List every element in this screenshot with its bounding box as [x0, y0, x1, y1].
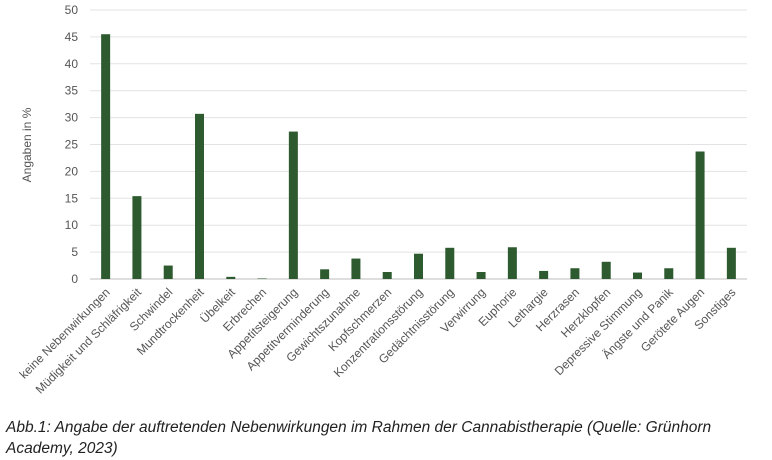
bar	[351, 258, 361, 279]
y-axis-label: Angaben in %	[20, 107, 34, 182]
bar	[445, 247, 455, 279]
gridlines	[90, 9, 747, 280]
bar	[382, 272, 392, 279]
y-tick-label: 50	[65, 3, 79, 17]
y-tick-label: 10	[65, 218, 79, 232]
y-tick-label: 25	[65, 138, 79, 152]
bar	[195, 113, 204, 279]
bar	[257, 278, 267, 279]
y-tick-label: 0	[71, 272, 78, 286]
figure-caption: Abb.1: Angabe der auftretenden Nebenwirk…	[6, 419, 712, 457]
bar	[320, 269, 330, 279]
bar	[507, 247, 517, 279]
bar	[132, 196, 142, 279]
bar	[163, 265, 173, 279]
bar-chart: 0 5 10 15 20 25 30 35 40 45 50 Angaben in % keine …	[17, 3, 747, 397]
bar	[101, 34, 111, 280]
bars	[101, 34, 736, 280]
bar	[570, 268, 580, 279]
bar	[539, 270, 549, 279]
y-tick-label: 30	[65, 111, 79, 125]
y-tick-label: 20	[65, 164, 79, 178]
y-tick-label: 35	[65, 84, 79, 98]
bar	[726, 247, 736, 279]
bar	[414, 253, 423, 279]
bar	[601, 261, 611, 279]
y-axis-ticks: 0 5 10 15 20 25 30 35 40 45 50	[65, 3, 79, 286]
bar	[695, 151, 705, 279]
y-tick-label: 45	[65, 30, 79, 44]
bar	[664, 268, 674, 279]
bar	[633, 272, 642, 279]
bar	[288, 131, 298, 279]
y-tick-label: 40	[65, 57, 79, 71]
bar	[476, 272, 486, 279]
y-tick-label: 5	[71, 245, 78, 259]
bar	[226, 276, 236, 279]
y-tick-label: 15	[65, 191, 79, 205]
